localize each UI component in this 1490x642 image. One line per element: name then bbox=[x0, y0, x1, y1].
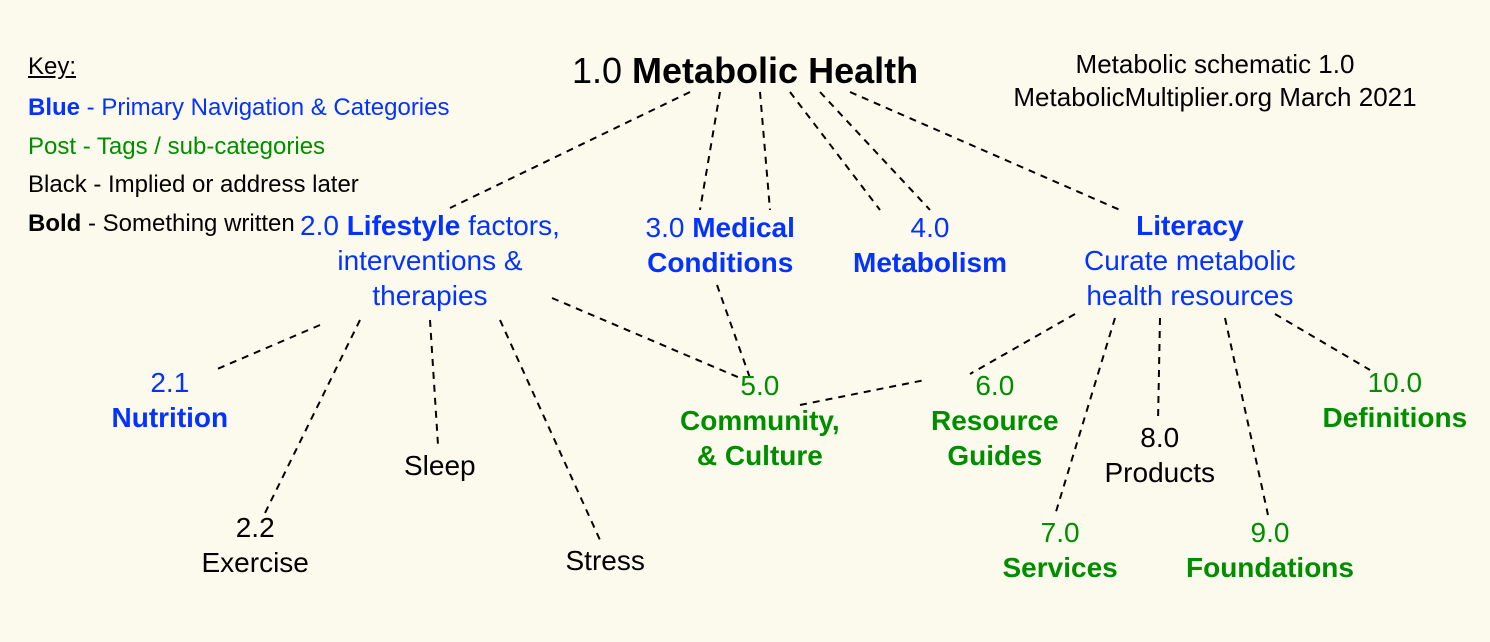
edge-10 bbox=[552, 298, 740, 378]
node-stress: Stress bbox=[566, 543, 645, 578]
edge-7 bbox=[265, 320, 360, 513]
edge-3 bbox=[790, 92, 880, 210]
node-exercise: 2.2Exercise bbox=[202, 510, 309, 580]
node-literacy: LiteracyCurate metabolichealth resources bbox=[1084, 208, 1296, 313]
edge-13 bbox=[970, 314, 1075, 374]
edge-16 bbox=[1225, 318, 1268, 515]
node-community: 5.0Community,& Culture bbox=[680, 368, 840, 473]
node-services: 7.0Services bbox=[1003, 515, 1118, 585]
node-products: 8.0Products bbox=[1105, 420, 1216, 490]
node-root: 1.0 Metabolic Health bbox=[572, 48, 918, 93]
node-metabolism: 4.0Metabolism bbox=[853, 210, 1007, 280]
edge-15 bbox=[1158, 318, 1160, 422]
node-resource: 6.0ResourceGuides bbox=[931, 368, 1059, 473]
legend-heading: Key: bbox=[28, 50, 449, 85]
node-nutrition: 2.1Nutrition bbox=[112, 365, 229, 435]
edge-9 bbox=[500, 320, 600, 540]
legend-item-green: Post - Tags / sub-categories bbox=[28, 130, 449, 165]
node-lifestyle: 2.0 Lifestyle factors,interventions &the… bbox=[300, 208, 560, 313]
edge-0 bbox=[450, 92, 690, 208]
legend-item-black: Black - Implied or address later bbox=[28, 168, 449, 203]
edge-4 bbox=[820, 92, 930, 210]
edge-6 bbox=[215, 325, 320, 370]
edge-8 bbox=[430, 320, 438, 445]
node-medical: 3.0 MedicalConditions bbox=[646, 210, 795, 280]
edge-1 bbox=[700, 92, 720, 210]
node-sleep: Sleep bbox=[404, 448, 476, 483]
node-foundations: 9.0Foundations bbox=[1186, 515, 1354, 585]
legend-item-blue: Blue - Primary Navigation & Categories bbox=[28, 91, 449, 126]
attribution: Metabolic schematic 1.0 MetabolicMultipl… bbox=[1000, 48, 1430, 113]
edge-11 bbox=[717, 285, 750, 378]
edge-17 bbox=[1275, 314, 1370, 370]
edge-2 bbox=[760, 92, 770, 210]
node-definitions: 10.0Definitions bbox=[1323, 365, 1468, 435]
